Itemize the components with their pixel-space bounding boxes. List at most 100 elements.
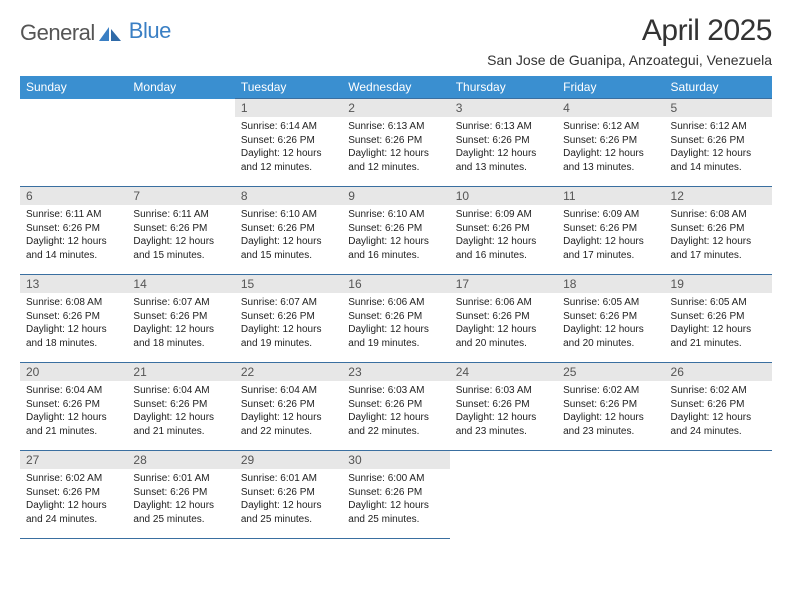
daylight-text: Daylight: 12 hours [456, 147, 551, 161]
day-cell: 4Sunrise: 6:12 AMSunset: 6:26 PMDaylight… [557, 99, 664, 187]
calendar-week-row: 20Sunrise: 6:04 AMSunset: 6:26 PMDayligh… [20, 363, 772, 451]
day-number: 13 [20, 275, 127, 293]
sunset-text: Sunset: 6:26 PM [241, 486, 336, 500]
day-cell: 12Sunrise: 6:08 AMSunset: 6:26 PMDayligh… [665, 187, 772, 275]
daylight-text: and 22 minutes. [241, 425, 336, 439]
empty-cell [665, 451, 772, 539]
daylight-text: and 20 minutes. [563, 337, 658, 351]
day-cell: 20Sunrise: 6:04 AMSunset: 6:26 PMDayligh… [20, 363, 127, 451]
day-number: 3 [450, 99, 557, 117]
day-number: 5 [665, 99, 772, 117]
sunrise-text: Sunrise: 6:08 AM [26, 296, 121, 310]
sunrise-text: Sunrise: 6:11 AM [26, 208, 121, 222]
sunset-text: Sunset: 6:26 PM [563, 398, 658, 412]
day-body: Sunrise: 6:06 AMSunset: 6:26 PMDaylight:… [342, 293, 449, 354]
day-body: Sunrise: 6:02 AMSunset: 6:26 PMDaylight:… [557, 381, 664, 442]
day-cell: 5Sunrise: 6:12 AMSunset: 6:26 PMDaylight… [665, 99, 772, 187]
day-cell: 28Sunrise: 6:01 AMSunset: 6:26 PMDayligh… [127, 451, 234, 539]
daylight-text: and 18 minutes. [26, 337, 121, 351]
day-body: Sunrise: 6:04 AMSunset: 6:26 PMDaylight:… [235, 381, 342, 442]
sunrise-text: Sunrise: 6:03 AM [348, 384, 443, 398]
day-body: Sunrise: 6:08 AMSunset: 6:26 PMDaylight:… [20, 293, 127, 354]
daylight-text: Daylight: 12 hours [563, 235, 658, 249]
day-cell: 21Sunrise: 6:04 AMSunset: 6:26 PMDayligh… [127, 363, 234, 451]
sunset-text: Sunset: 6:26 PM [671, 134, 766, 148]
day-number: 9 [342, 187, 449, 205]
weekday-row: SundayMondayTuesdayWednesdayThursdayFrid… [20, 76, 772, 99]
sunset-text: Sunset: 6:26 PM [456, 222, 551, 236]
day-body: Sunrise: 6:01 AMSunset: 6:26 PMDaylight:… [127, 469, 234, 530]
day-cell: 18Sunrise: 6:05 AMSunset: 6:26 PMDayligh… [557, 275, 664, 363]
title-block: April 2025 San Jose de Guanipa, Anzoateg… [487, 14, 772, 68]
daylight-text: Daylight: 12 hours [456, 323, 551, 337]
daylight-text: Daylight: 12 hours [348, 147, 443, 161]
page-header: General Blue April 2025 San Jose de Guan… [20, 14, 772, 68]
day-body: Sunrise: 6:08 AMSunset: 6:26 PMDaylight:… [665, 205, 772, 266]
day-number: 23 [342, 363, 449, 381]
day-body: Sunrise: 6:06 AMSunset: 6:26 PMDaylight:… [450, 293, 557, 354]
day-cell: 26Sunrise: 6:02 AMSunset: 6:26 PMDayligh… [665, 363, 772, 451]
sunset-text: Sunset: 6:26 PM [26, 398, 121, 412]
day-cell: 17Sunrise: 6:06 AMSunset: 6:26 PMDayligh… [450, 275, 557, 363]
day-body: Sunrise: 6:11 AMSunset: 6:26 PMDaylight:… [127, 205, 234, 266]
sunrise-text: Sunrise: 6:04 AM [133, 384, 228, 398]
daylight-text: Daylight: 12 hours [133, 411, 228, 425]
day-number: 14 [127, 275, 234, 293]
day-body: Sunrise: 6:04 AMSunset: 6:26 PMDaylight:… [127, 381, 234, 442]
day-cell: 3Sunrise: 6:13 AMSunset: 6:26 PMDaylight… [450, 99, 557, 187]
sunset-text: Sunset: 6:26 PM [348, 310, 443, 324]
daylight-text: Daylight: 12 hours [241, 323, 336, 337]
day-cell: 6Sunrise: 6:11 AMSunset: 6:26 PMDaylight… [20, 187, 127, 275]
sunset-text: Sunset: 6:26 PM [456, 398, 551, 412]
day-number: 12 [665, 187, 772, 205]
day-number: 2 [342, 99, 449, 117]
day-number: 17 [450, 275, 557, 293]
sunset-text: Sunset: 6:26 PM [348, 222, 443, 236]
day-cell: 10Sunrise: 6:09 AMSunset: 6:26 PMDayligh… [450, 187, 557, 275]
daylight-text: Daylight: 12 hours [133, 499, 228, 513]
day-number: 29 [235, 451, 342, 469]
sunrise-text: Sunrise: 6:13 AM [456, 120, 551, 134]
weekday-header: Thursday [450, 76, 557, 99]
daylight-text: and 12 minutes. [348, 161, 443, 175]
day-body: Sunrise: 6:11 AMSunset: 6:26 PMDaylight:… [20, 205, 127, 266]
daylight-text: and 15 minutes. [241, 249, 336, 263]
daylight-text: and 23 minutes. [563, 425, 658, 439]
day-body: Sunrise: 6:04 AMSunset: 6:26 PMDaylight:… [20, 381, 127, 442]
sunset-text: Sunset: 6:26 PM [563, 134, 658, 148]
day-body: Sunrise: 6:13 AMSunset: 6:26 PMDaylight:… [450, 117, 557, 178]
brand-text-part1: General [20, 20, 95, 46]
sunrise-text: Sunrise: 6:00 AM [348, 472, 443, 486]
sunset-text: Sunset: 6:26 PM [456, 134, 551, 148]
sunset-text: Sunset: 6:26 PM [563, 310, 658, 324]
day-cell: 11Sunrise: 6:09 AMSunset: 6:26 PMDayligh… [557, 187, 664, 275]
daylight-text: and 14 minutes. [671, 161, 766, 175]
daylight-text: and 16 minutes. [348, 249, 443, 263]
daylight-text: and 17 minutes. [671, 249, 766, 263]
sunset-text: Sunset: 6:26 PM [671, 398, 766, 412]
calendar-body: 1Sunrise: 6:14 AMSunset: 6:26 PMDaylight… [20, 99, 772, 539]
empty-cell [127, 99, 234, 187]
day-number: 20 [20, 363, 127, 381]
calendar-week-row: 1Sunrise: 6:14 AMSunset: 6:26 PMDaylight… [20, 99, 772, 187]
weekday-header: Tuesday [235, 76, 342, 99]
sunset-text: Sunset: 6:26 PM [26, 310, 121, 324]
daylight-text: Daylight: 12 hours [348, 499, 443, 513]
sunrise-text: Sunrise: 6:02 AM [26, 472, 121, 486]
daylight-text: and 12 minutes. [241, 161, 336, 175]
sunrise-text: Sunrise: 6:04 AM [241, 384, 336, 398]
day-cell: 27Sunrise: 6:02 AMSunset: 6:26 PMDayligh… [20, 451, 127, 539]
sunset-text: Sunset: 6:26 PM [241, 134, 336, 148]
empty-cell [557, 451, 664, 539]
daylight-text: and 21 minutes. [26, 425, 121, 439]
daylight-text: and 17 minutes. [563, 249, 658, 263]
sunrise-text: Sunrise: 6:03 AM [456, 384, 551, 398]
daylight-text: Daylight: 12 hours [563, 411, 658, 425]
day-body: Sunrise: 6:10 AMSunset: 6:26 PMDaylight:… [342, 205, 449, 266]
day-body: Sunrise: 6:10 AMSunset: 6:26 PMDaylight:… [235, 205, 342, 266]
daylight-text: Daylight: 12 hours [348, 411, 443, 425]
day-number: 30 [342, 451, 449, 469]
day-number: 6 [20, 187, 127, 205]
sunrise-text: Sunrise: 6:01 AM [241, 472, 336, 486]
daylight-text: and 14 minutes. [26, 249, 121, 263]
